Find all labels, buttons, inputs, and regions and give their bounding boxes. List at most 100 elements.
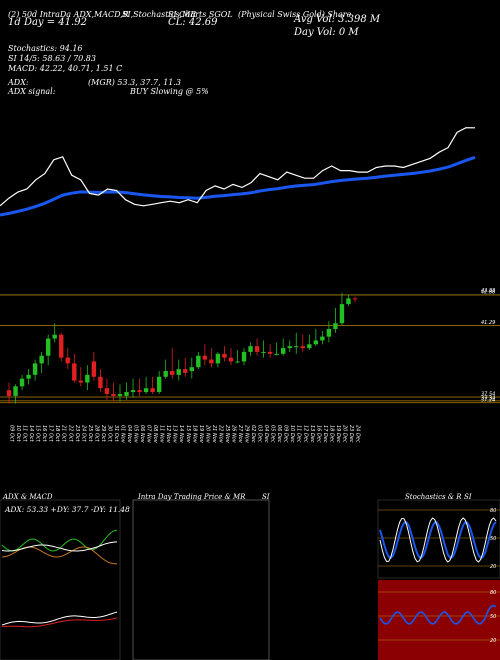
x-tick-label: 06 Dec bbox=[276, 425, 282, 443]
x-tick-label: 23 Oct bbox=[74, 425, 80, 443]
panels-layer: 80 50 20 80 50 20 bbox=[0, 499, 500, 660]
candle-body bbox=[52, 334, 57, 339]
candle-body bbox=[98, 376, 103, 389]
x-tick-label: 10 Dec bbox=[289, 425, 295, 443]
candle-body bbox=[287, 346, 292, 349]
header-line2-mid: CL: 42.69 bbox=[168, 17, 218, 28]
candle-body bbox=[189, 367, 194, 372]
x-tick-label: 04 Dec bbox=[263, 425, 269, 443]
adx-signal-text: BUY Slowing @ 5% bbox=[130, 87, 209, 96]
stoch-panel-si: SI bbox=[464, 493, 472, 501]
stoch-k-line bbox=[379, 517, 497, 563]
candle-body bbox=[241, 351, 247, 362]
ema-line bbox=[0, 155, 476, 217]
ema-layer bbox=[0, 127, 476, 217]
x-tick-label: 18 Nov bbox=[191, 425, 197, 444]
x-tick-label: 21 Oct bbox=[61, 425, 67, 443]
candle-body bbox=[39, 355, 44, 364]
x-tick-label: 25 Oct bbox=[87, 425, 93, 443]
x-tick-label: 26 Nov bbox=[230, 425, 236, 444]
candle-body bbox=[117, 393, 123, 396]
stoch-level-label: 50 bbox=[490, 536, 496, 542]
candle-body bbox=[72, 363, 77, 381]
candle-body bbox=[352, 298, 358, 300]
candle-body bbox=[333, 323, 338, 329]
adx-values: (MGR) 53.3, 37.7, 11.3 bbox=[88, 78, 181, 87]
candle-body bbox=[45, 338, 51, 356]
candle-body bbox=[209, 359, 214, 364]
stoch-d-line bbox=[379, 521, 497, 560]
x-tick-label: 27 Nov bbox=[237, 425, 243, 444]
candle-body bbox=[150, 388, 155, 393]
candle-body bbox=[261, 351, 266, 353]
candle-body bbox=[111, 393, 116, 396]
candle-body bbox=[137, 390, 142, 393]
header-line1-mid: SI,Stochastics,MR bbox=[122, 10, 197, 19]
x-tick-label: 02 Dec bbox=[250, 425, 256, 443]
candle-body bbox=[143, 388, 149, 393]
x-tick-label: 05 Nov bbox=[133, 425, 139, 444]
stoch-level-label: 80 bbox=[490, 508, 496, 514]
candles-layer bbox=[6, 292, 358, 404]
x-tick-label: 14 Oct bbox=[28, 425, 34, 443]
candle-body bbox=[294, 346, 299, 348]
candle-body bbox=[280, 348, 286, 354]
level-label: 37.54 bbox=[481, 392, 495, 398]
x-tick-label: 04 Nov bbox=[126, 425, 132, 444]
x-tick-label: 16 Dec bbox=[315, 425, 321, 443]
x-tick-label: 13 Dec bbox=[309, 425, 315, 443]
x-tick-label: 09 Oct bbox=[9, 425, 15, 443]
x-tick-label: 24 Dec bbox=[355, 425, 361, 443]
level-label: 42.88 bbox=[481, 289, 495, 295]
candle-body bbox=[215, 353, 221, 364]
avg-vol: Avg Vol: 3.398 M bbox=[294, 14, 381, 25]
x-tick-label: 18 Dec bbox=[328, 425, 334, 443]
adx-line bbox=[1, 541, 118, 552]
candle-body bbox=[65, 357, 70, 364]
candle-body bbox=[59, 334, 64, 358]
x-tick-label: 11 Dec bbox=[296, 425, 302, 443]
candle-body bbox=[85, 374, 90, 383]
x-tick-label: 19 Nov bbox=[198, 425, 204, 444]
x-tick-label: 25 Nov bbox=[224, 425, 230, 444]
day-vol: Day Vol: 0 M bbox=[294, 27, 359, 38]
candle-body bbox=[320, 336, 325, 341]
x-tick-label: 12 Dec bbox=[302, 425, 308, 443]
stoch-panel-title: Stochastics & R bbox=[405, 493, 462, 501]
candle-body bbox=[170, 371, 175, 375]
header-line2-left: 1d Day = 41.92 bbox=[8, 17, 87, 28]
candle-body bbox=[124, 392, 129, 396]
candle-body bbox=[13, 386, 18, 396]
x-tick-label: 17 Oct bbox=[48, 425, 54, 443]
x-tick-label: 12 Nov bbox=[165, 425, 171, 444]
intraday-panel bbox=[132, 499, 270, 660]
candle-body bbox=[248, 346, 253, 352]
candle-body bbox=[104, 388, 110, 394]
candle-body bbox=[313, 340, 319, 345]
price-line bbox=[0, 127, 476, 207]
candle-body bbox=[228, 357, 234, 362]
adx-lines bbox=[1, 529, 118, 628]
candle-body bbox=[254, 346, 260, 352]
level-label: 42.88 bbox=[481, 288, 495, 294]
candle-body bbox=[176, 369, 181, 375]
x-tick-label: 29 Nov bbox=[244, 425, 250, 444]
candle-body bbox=[78, 380, 84, 383]
x-tick-label: 01 Nov bbox=[119, 425, 125, 444]
header-line1-mid2: SI Charts SGOL bbox=[168, 10, 233, 19]
adx-label: ADX: bbox=[8, 78, 29, 87]
x-tick-label: 29 Oct bbox=[100, 425, 106, 443]
candle-body bbox=[346, 298, 351, 305]
adx-signal-label: ADX signal: bbox=[8, 87, 56, 96]
candle-body bbox=[274, 353, 279, 355]
x-tick-label: 15 Oct bbox=[35, 425, 41, 443]
x-tick-label: 30 Oct bbox=[106, 425, 112, 443]
candle-body bbox=[202, 355, 208, 360]
rsi-line bbox=[379, 604, 497, 625]
stoch-value: Stochastics: 94.16 bbox=[8, 44, 83, 53]
x-tick-label: 31 Oct bbox=[113, 425, 119, 443]
candle-body bbox=[130, 390, 136, 393]
x-tick-label: 19 Dec bbox=[335, 425, 341, 443]
